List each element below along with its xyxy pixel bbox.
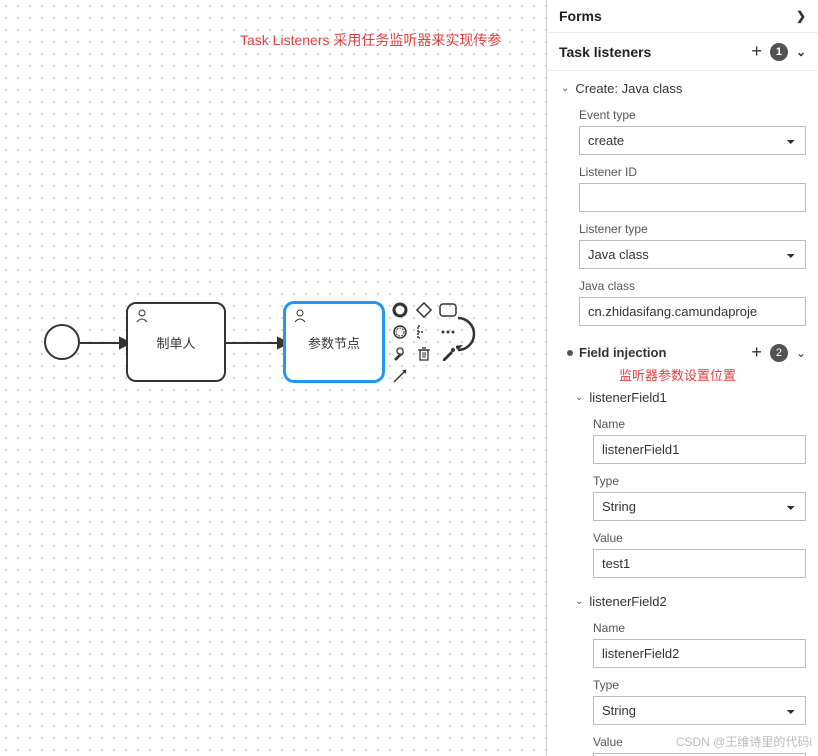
- field-item-header[interactable]: ⌄ listenerField1: [575, 384, 806, 411]
- listener-item-label: Create: Java class: [575, 81, 682, 96]
- task-label: 制单人: [156, 333, 195, 352]
- sequence-flow-1[interactable]: [80, 336, 130, 350]
- chevron-right-icon: ❯: [796, 9, 806, 23]
- watermark: CSDN @王维诗里的代码i: [676, 733, 812, 750]
- listener-type-field: Listener type Java class: [579, 222, 806, 269]
- type-label: Type: [593, 678, 806, 692]
- user-task-1[interactable]: 制单人: [126, 302, 226, 382]
- forms-label: Forms: [559, 8, 602, 24]
- field-name-input[interactable]: [593, 639, 806, 668]
- start-event[interactable]: [44, 324, 80, 360]
- intermediate-event-icon[interactable]: [390, 322, 410, 342]
- color-icon[interactable]: [438, 344, 458, 364]
- user-icon: [134, 308, 150, 324]
- trash-icon[interactable]: [414, 344, 434, 364]
- field-item-label: listenerField2: [589, 594, 666, 609]
- properties-panel: Forms ❯ Task listeners + 1 ⌄ ⌄ Create: J…: [546, 0, 818, 756]
- chevron-down-icon: ⌄: [561, 83, 569, 94]
- field-name-input[interactable]: [593, 435, 806, 464]
- java-class-input[interactable]: [579, 297, 806, 326]
- wrench-icon[interactable]: [390, 344, 410, 364]
- chevron-down-icon: ⌄: [796, 45, 806, 59]
- gateway-icon[interactable]: [414, 300, 434, 320]
- connect-curve-icon[interactable]: [456, 316, 476, 356]
- annotation-field-injection: 监听器参数设置位置: [619, 365, 806, 384]
- chevron-down-icon: ⌄: [796, 346, 806, 360]
- event-type-label: Event type: [579, 108, 806, 122]
- field-injection-label: Field injection: [579, 345, 666, 360]
- listener-item-header[interactable]: ⌄ Create: Java class: [561, 75, 806, 102]
- task-label: 参数节点: [308, 333, 360, 352]
- add-listener-button[interactable]: +: [751, 41, 762, 62]
- listener-id-field: Listener ID: [579, 165, 806, 212]
- task-icon[interactable]: [438, 300, 458, 320]
- name-label: Name: [593, 417, 806, 431]
- task-listeners-label: Task listeners: [559, 44, 651, 60]
- add-field-button[interactable]: +: [751, 342, 762, 363]
- user-icon: [292, 308, 308, 324]
- listener-id-input[interactable]: [579, 183, 806, 212]
- more-icon[interactable]: [438, 322, 458, 342]
- type-label: Type: [593, 474, 806, 488]
- field-type-select[interactable]: String: [593, 696, 806, 725]
- field-count-badge: 2: [770, 344, 788, 362]
- field-value-input[interactable]: [593, 549, 806, 578]
- java-class-field: Java class: [579, 279, 806, 326]
- event-type-select[interactable]: create: [579, 126, 806, 155]
- forms-section-header[interactable]: Forms ❯: [547, 0, 818, 33]
- chevron-down-icon: ⌄: [575, 392, 583, 403]
- listener-id-label: Listener ID: [579, 165, 806, 179]
- connect-icon[interactable]: [390, 366, 410, 386]
- end-event-icon[interactable]: [390, 300, 410, 320]
- java-class-label: Java class: [579, 279, 806, 293]
- event-type-field: Event type create: [579, 108, 806, 155]
- bpmn-canvas[interactable]: Task Listeners 采用任务监听器来实现传参 制单人 参数节点: [0, 0, 546, 756]
- chevron-down-icon: ⌄: [575, 596, 583, 607]
- sequence-flow-2[interactable]: [226, 336, 288, 350]
- listener-type-label: Listener type: [579, 222, 806, 236]
- context-pad: [390, 300, 460, 386]
- value-label: Value: [593, 531, 806, 545]
- field-type-select[interactable]: String: [593, 492, 806, 521]
- annotation-task-listeners: Task Listeners 采用任务监听器来实现传参: [240, 30, 501, 50]
- listener-type-select[interactable]: Java class: [579, 240, 806, 269]
- listener-count-badge: 1: [770, 43, 788, 61]
- field-item-header[interactable]: ⌄ listenerField2: [575, 588, 806, 615]
- task-listeners-header[interactable]: Task listeners + 1 ⌄: [547, 33, 818, 71]
- dot-icon: [567, 350, 573, 356]
- field-item-label: listenerField1: [589, 390, 666, 405]
- name-label: Name: [593, 621, 806, 635]
- task-listeners-body: ⌄ Create: Java class Event type create L…: [547, 71, 818, 756]
- user-task-2[interactable]: 参数节点: [284, 302, 384, 382]
- annotation-icon[interactable]: [414, 322, 434, 342]
